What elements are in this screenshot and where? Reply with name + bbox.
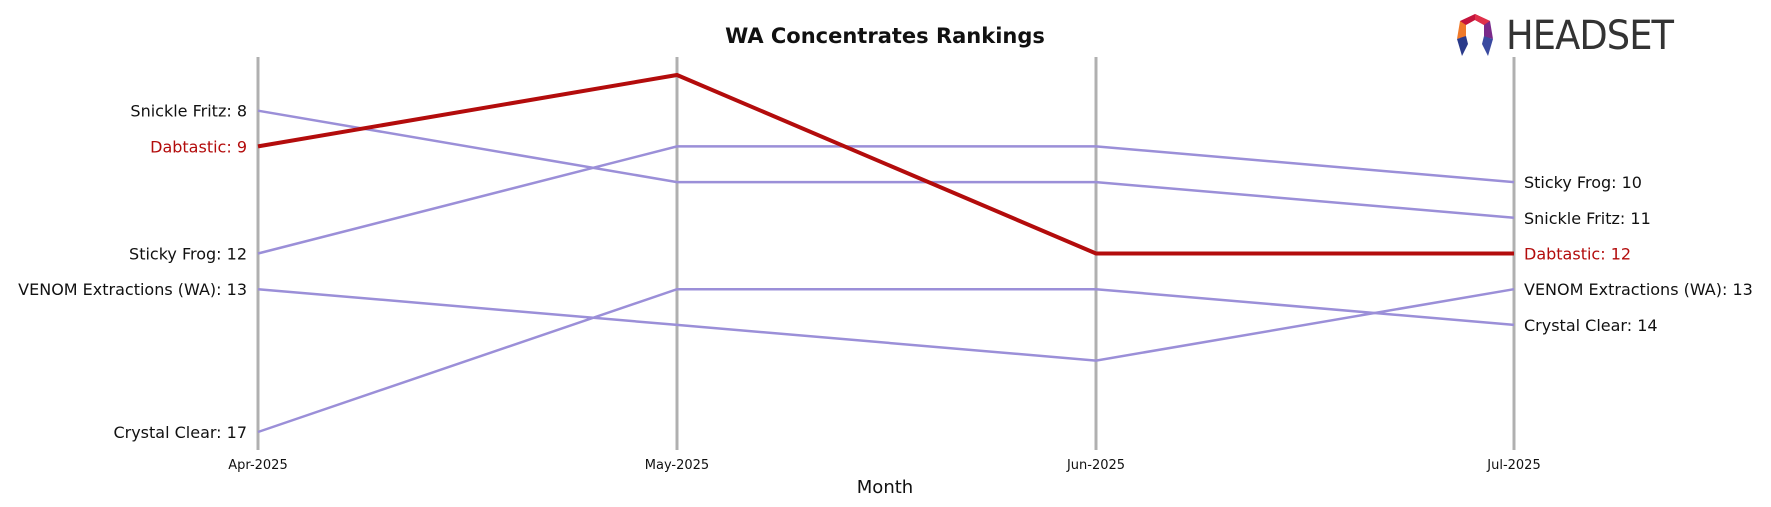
series-line-dabtastic	[257, 72, 1514, 256]
x-tick-jun-2025: Jun-2025	[1066, 458, 1125, 473]
right-label-sticky-frog: Sticky Frog: 10	[1524, 173, 1642, 192]
right-label-venom-extractions-wa: VENOM Extractions (WA): 13	[1524, 280, 1753, 299]
headset-logo-icon	[1457, 14, 1493, 56]
right-label-dabtastic: Dabtastic: 12	[1524, 245, 1631, 264]
x-tick-may-2025: May-2025	[645, 458, 709, 473]
right-label-crystal-clear: Crystal Clear: 14	[1524, 316, 1658, 335]
right-label-snickle-fritz: Snickle Fritz: 11	[1524, 209, 1651, 228]
x-axis-label: Month	[857, 477, 913, 498]
series-lines	[257, 72, 1515, 434]
left-label-venom-extractions-wa: VENOM Extractions (WA): 13	[18, 280, 247, 299]
x-tick-apr-2025: Apr-2025	[228, 458, 287, 473]
series-line-venom-extractions-wa	[257, 287, 1515, 362]
headset-logo-text: HEADSET	[1506, 13, 1674, 59]
series-line-crystal-clear	[257, 287, 1515, 434]
left-label-sticky-frog: Sticky Frog: 12	[129, 245, 247, 264]
left-label-dabtastic: Dabtastic: 9	[150, 137, 247, 156]
chart-title: WA Concentrates Rankings	[725, 24, 1045, 48]
headset-logo: HEADSET	[1450, 12, 1680, 62]
series-labels: Snickle Fritz: 8 Snickle Fritz: 11 Dabtast…	[18, 102, 1753, 442]
series-line-snickle-fritz	[257, 109, 1515, 220]
left-label-crystal-clear: Crystal Clear: 17	[113, 423, 247, 442]
series-line-sticky-frog	[257, 145, 1515, 255]
x-tick-labels: Apr-2025 May-2025 Jun-2025 Jul-2025	[228, 458, 1540, 473]
x-tick-jul-2025: Jul-2025	[1486, 458, 1540, 473]
left-label-snickle-fritz: Snickle Fritz: 8	[130, 102, 247, 121]
